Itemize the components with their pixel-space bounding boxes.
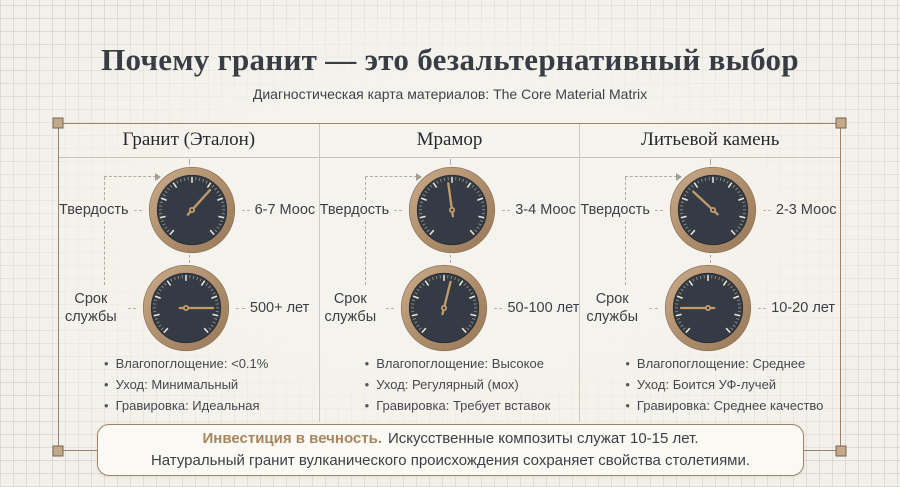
gauge-value: 6-7 Моос xyxy=(254,202,316,218)
gauge-label: Срок службы xyxy=(324,290,377,325)
gauge-value: 2-3 Моос xyxy=(775,202,837,218)
property-list: Влагопоглощение: Среднее Уход: Боится УФ… xyxy=(580,354,840,416)
dashed-connector-line xyxy=(625,176,678,177)
dashed-tick xyxy=(241,209,250,211)
dashed-tick xyxy=(394,209,403,211)
list-item: Влагопоглощение: Высокое xyxy=(365,354,580,375)
dashed-connector-line xyxy=(625,177,627,200)
list-item: Влагопоглощение: <0.1% xyxy=(104,354,319,375)
banner-text-1: Искусственные композиты служат 10-15 лет… xyxy=(388,429,699,447)
footer-banner: Инвестиция в вечность. Искусственные комп… xyxy=(97,424,804,476)
banner-line-2: Натуральный гранит вулканического происх… xyxy=(150,452,751,469)
material-column-marble: Мрамор Твердость xyxy=(318,124,580,422)
dashed-tick xyxy=(494,307,503,309)
dashed-tick xyxy=(127,307,137,309)
arrow-right-icon xyxy=(155,172,161,181)
hardness-gauge-dial xyxy=(669,166,757,254)
dashed-connector-line xyxy=(364,221,366,285)
dashed-connector-line xyxy=(625,221,627,285)
dashed-connector-line xyxy=(710,159,712,165)
hardness-gauge-dial xyxy=(409,166,496,254)
dashed-connector-line xyxy=(449,255,451,263)
dashed-tick xyxy=(502,209,511,211)
lifespan-gauge-dial xyxy=(143,264,230,352)
gauge-value: 500+ лет xyxy=(249,300,310,316)
list-item: Гравировка: Идеальная xyxy=(104,396,319,417)
dashed-connector-line xyxy=(364,177,366,200)
column-header: Мрамор xyxy=(416,129,483,150)
corner-pin-icon xyxy=(835,445,847,457)
corner-pin-icon xyxy=(52,117,64,129)
dashed-tick xyxy=(236,307,245,309)
gauge-value: 3-4 Моос xyxy=(515,202,576,218)
dashed-connector-line xyxy=(188,159,190,165)
hardness-gauge-dial xyxy=(148,166,235,254)
lifespan-row: Срок службы 10-20 лет xyxy=(580,262,840,354)
lifespan-row: Срок службы 50-100 лет xyxy=(320,262,580,354)
list-item: Гравировка: Среднее качество xyxy=(625,396,840,417)
dashed-tick xyxy=(757,307,767,309)
corner-pin-icon xyxy=(835,117,847,129)
gauge-label: Твердость xyxy=(319,201,390,218)
dashed-tick xyxy=(762,209,771,211)
hardness-row: Твердость 2-3 Моос xyxy=(580,164,840,256)
dashed-tick xyxy=(649,307,658,309)
header-separator xyxy=(59,157,840,158)
arrow-right-icon xyxy=(676,172,683,181)
page-subtitle: Диагностическая карта материалов: The Co… xyxy=(252,86,648,102)
list-item: Влагопоглощение: Среднее xyxy=(625,354,840,375)
column-header: Гранит (Эталон) xyxy=(122,129,256,150)
material-column-cast-stone: Литьевой камень Твердость xyxy=(579,124,840,422)
lifespan-gauge-dial xyxy=(664,264,751,352)
materials-panel: Гранит (Эталон) Твердость xyxy=(58,123,841,451)
dashed-connector-line xyxy=(364,176,417,177)
arrow-right-icon xyxy=(415,172,422,181)
gauge-label: Твердость xyxy=(580,201,650,218)
gauge-label: Твердость xyxy=(59,201,129,218)
list-item: Уход: Боится УФ-лучей xyxy=(625,375,840,396)
gauge-value: 10-20 лет xyxy=(771,300,836,316)
property-list: Влагопоглощение: Высокое Уход: Регулярны… xyxy=(320,354,580,416)
corner-pin-icon xyxy=(52,445,64,457)
list-item: Уход: Минимальный xyxy=(104,375,319,396)
dashed-tick xyxy=(654,209,663,211)
material-column-granite: Гранит (Эталон) Твердость xyxy=(59,124,319,422)
gauge-label: Срок службы xyxy=(586,290,639,325)
dashed-tick xyxy=(385,307,395,309)
hardness-row: Твердость 6-7 Моос xyxy=(59,164,319,256)
banner-lead: Инвестиция в вечность. xyxy=(202,429,382,447)
dashed-connector-line xyxy=(188,255,190,263)
material-columns: Гранит (Эталон) Твердость xyxy=(59,124,840,422)
list-item: Уход: Регулярный (мох) xyxy=(365,375,580,396)
dashed-connector-line xyxy=(104,177,105,200)
dashed-connector-line xyxy=(104,221,105,285)
gauge-value: 50-100 лет xyxy=(507,300,580,316)
list-item: Гравировка: Требует вставок xyxy=(365,396,580,417)
hardness-row: Твердость 3-4 Моос xyxy=(320,164,580,256)
gauge-label: Срок службы xyxy=(64,290,117,325)
column-header: Литьевой камень xyxy=(640,129,780,150)
page-title: Почему гранит — это безальтернативный вы… xyxy=(101,42,799,77)
dashed-connector-line xyxy=(104,176,156,177)
dashed-connector-line xyxy=(710,255,712,263)
property-list: Влагопоглощение: <0.1% Уход: Минимальный… xyxy=(59,354,319,416)
lifespan-gauge-dial xyxy=(401,264,488,352)
lifespan-row: Срок службы 500+ лет xyxy=(59,262,319,354)
dashed-tick xyxy=(133,209,142,211)
banner-line-1: Инвестиция в вечность. Искусственные комп… xyxy=(203,428,699,451)
dashed-connector-line xyxy=(449,159,451,165)
